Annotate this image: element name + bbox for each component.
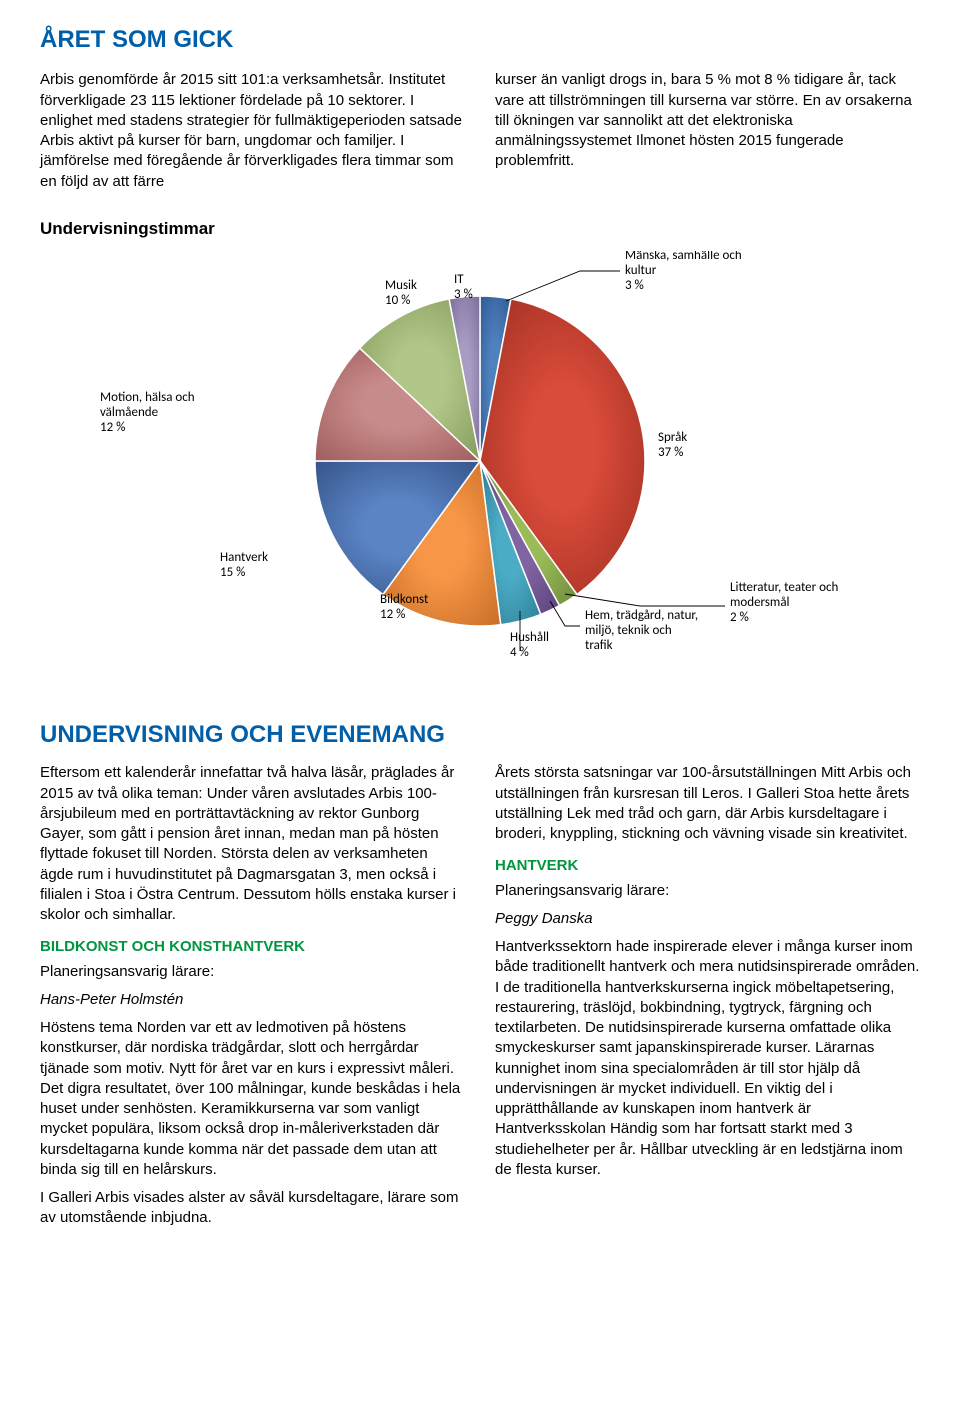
chart-label: 3 % (454, 287, 473, 302)
top-para-right: kurser än vanligt drogs in, bara 5 % mot… (495, 70, 920, 171)
chart-label: Bildkonst (380, 592, 429, 607)
chart-label: 2 % (730, 610, 749, 625)
sub-heading-bildkonst: BILDKONST OCH KONSTHANTVERK (40, 937, 465, 957)
chart-label: trafik (585, 638, 613, 653)
pie-chart: Mänska, samhälle ochkultur3 %Språk37 %Li… (40, 251, 920, 697)
bottom-left-col: Eftersom ett kalenderår innefattar två h… (40, 763, 465, 1236)
bottom-left-p1: Eftersom ett kalenderår innefattar två h… (40, 763, 465, 925)
chart-label: miljö, teknik och (585, 623, 672, 638)
chart-label: IT (454, 272, 464, 287)
chart-label: 3 % (625, 278, 644, 293)
chart-label: 12 % (380, 607, 405, 622)
bottom-right-p2: Hantverkssektorn hade inspirerade elever… (495, 937, 920, 1180)
chart-label: Språk (658, 430, 687, 445)
chart-label: 10 % (385, 293, 410, 308)
bottom-left-p2: Höstens tema Norden var ett av ledmotive… (40, 1018, 465, 1180)
top-para-left: Arbis genomförde år 2015 sitt 101:a verk… (40, 70, 465, 192)
bottom-right-col: Årets största satsningar var 100-årsutst… (495, 763, 920, 1236)
sub-heading-hantverk: HANTVERK (495, 856, 920, 876)
chart-label: modersmål (730, 595, 790, 610)
teacher-name-right: Peggy Danska (495, 909, 920, 929)
chart-label: Hushåll (510, 630, 549, 645)
chart-label: Motion, hälsa och (100, 390, 195, 405)
chart-label: Musik (385, 278, 417, 293)
chart-label: Mänska, samhälle och (625, 251, 742, 263)
bottom-left-p3: I Galleri Arbis visades alster av såväl … (40, 1188, 465, 1229)
chart-label: Litteratur, teater och (730, 580, 838, 595)
chart-label: 12 % (100, 420, 125, 435)
teacher-label-left: Planeringsansvarig lärare: (40, 962, 465, 982)
bottom-columns: Eftersom ett kalenderår innefattar två h… (40, 763, 920, 1236)
teacher-name-left: Hans-Peter Holmstén (40, 990, 465, 1010)
page-heading-1: ÅRET SOM GICK (40, 24, 920, 56)
top-left-col: Arbis genomförde år 2015 sitt 101:a verk… (40, 70, 465, 200)
page-heading-2: UNDERVISNING OCH EVENEMANG (40, 719, 920, 751)
chart-label: välmående (100, 405, 158, 420)
chart-label: kultur (625, 263, 657, 278)
chart-label: 37 % (658, 445, 683, 460)
chart-label: Hem, trädgård, natur, (585, 608, 698, 623)
bottom-right-p1: Årets största satsningar var 100-årsutst… (495, 763, 920, 844)
chart-label: Hantverk (220, 550, 268, 565)
chart-label: 15 % (220, 565, 245, 580)
top-columns: Arbis genomförde år 2015 sitt 101:a verk… (40, 70, 920, 200)
teacher-label-right: Planeringsansvarig lärare: (495, 881, 920, 901)
chart-title: Undervisningstimmar (40, 218, 920, 241)
chart-label: 4 % (510, 645, 529, 660)
top-right-col: kurser än vanligt drogs in, bara 5 % mot… (495, 70, 920, 200)
